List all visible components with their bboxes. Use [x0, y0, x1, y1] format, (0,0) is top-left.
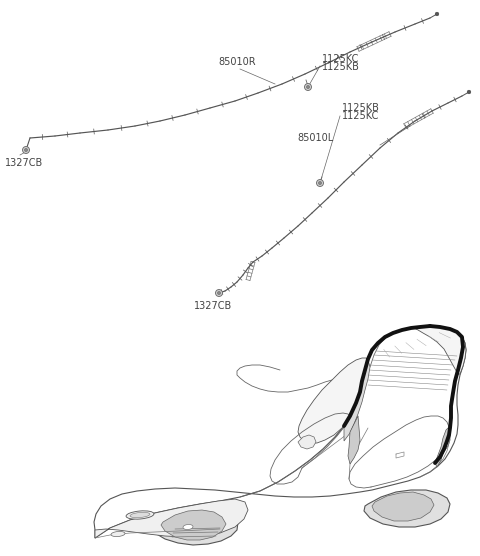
Ellipse shape: [130, 513, 150, 518]
Circle shape: [307, 86, 310, 88]
Circle shape: [304, 83, 312, 91]
Polygon shape: [348, 416, 360, 464]
Polygon shape: [364, 490, 450, 527]
Text: 85010R: 85010R: [218, 57, 256, 67]
Polygon shape: [298, 358, 368, 443]
Circle shape: [435, 12, 439, 16]
Text: 1125KB: 1125KB: [322, 62, 360, 72]
Ellipse shape: [183, 524, 193, 529]
Polygon shape: [372, 492, 434, 521]
Ellipse shape: [111, 532, 125, 537]
Polygon shape: [161, 510, 226, 540]
Circle shape: [23, 146, 29, 153]
Ellipse shape: [126, 511, 154, 519]
Polygon shape: [435, 408, 451, 467]
Text: 85010L: 85010L: [297, 133, 333, 143]
Polygon shape: [298, 435, 316, 449]
Circle shape: [467, 90, 471, 94]
Text: 1125KC: 1125KC: [342, 111, 379, 121]
Polygon shape: [94, 326, 466, 538]
Circle shape: [24, 148, 27, 151]
Circle shape: [216, 290, 223, 296]
Polygon shape: [95, 499, 248, 538]
Text: 1125KB: 1125KB: [342, 103, 380, 113]
Circle shape: [316, 180, 324, 186]
Polygon shape: [344, 360, 370, 441]
Polygon shape: [152, 508, 238, 545]
Circle shape: [319, 181, 322, 185]
Text: 1327CB: 1327CB: [194, 301, 232, 311]
Circle shape: [217, 291, 220, 295]
Text: 1125KC: 1125KC: [322, 54, 360, 64]
Polygon shape: [411, 326, 466, 374]
Text: 1327CB: 1327CB: [5, 158, 43, 168]
